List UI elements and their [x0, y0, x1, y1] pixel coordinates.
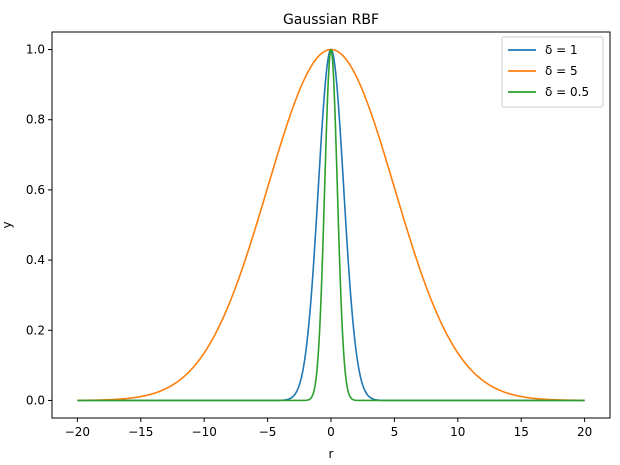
y-axis-ticks: 0.0 0.2 0.4 0.6 0.8 1.0	[26, 43, 52, 407]
x-tick-label: −5	[259, 425, 277, 439]
legend-label-1: δ = 5	[545, 64, 578, 78]
legend: δ = 1 δ = 5 δ = 0.5	[501, 36, 604, 108]
series-line-2	[77, 48, 585, 402]
x-tick-label: −20	[65, 425, 90, 439]
legend-items: δ = 1 δ = 5 δ = 0.5	[508, 43, 589, 99]
x-axis-label: r	[329, 447, 334, 461]
y-tick-label: 0.8	[26, 113, 45, 127]
y-tick-label: 0.6	[26, 183, 45, 197]
legend-label-0: δ = 1	[545, 43, 578, 57]
legend-label-2: δ = 0.5	[545, 85, 589, 99]
x-tick-label: 15	[514, 425, 529, 439]
x-tick-label: 10	[450, 425, 465, 439]
x-tick-label: −15	[128, 425, 153, 439]
y-tick-label: 0.4	[26, 253, 45, 267]
chart-title: Gaussian RBF	[283, 12, 379, 28]
x-tick-label: 0	[327, 425, 335, 439]
plot-lines	[77, 48, 585, 402]
x-tick-label: −10	[192, 425, 217, 439]
y-tick-label: 0.0	[26, 393, 45, 407]
x-tick-label: 20	[577, 425, 592, 439]
x-axis-ticks: −20 −15 −10 −5 0 5 10 15 20	[65, 418, 592, 439]
y-axis-label: y	[0, 221, 14, 228]
y-tick-label: 1.0	[26, 43, 45, 57]
legend-box	[501, 36, 604, 108]
x-tick-label: 5	[391, 425, 399, 439]
y-tick-label: 0.2	[26, 323, 45, 337]
